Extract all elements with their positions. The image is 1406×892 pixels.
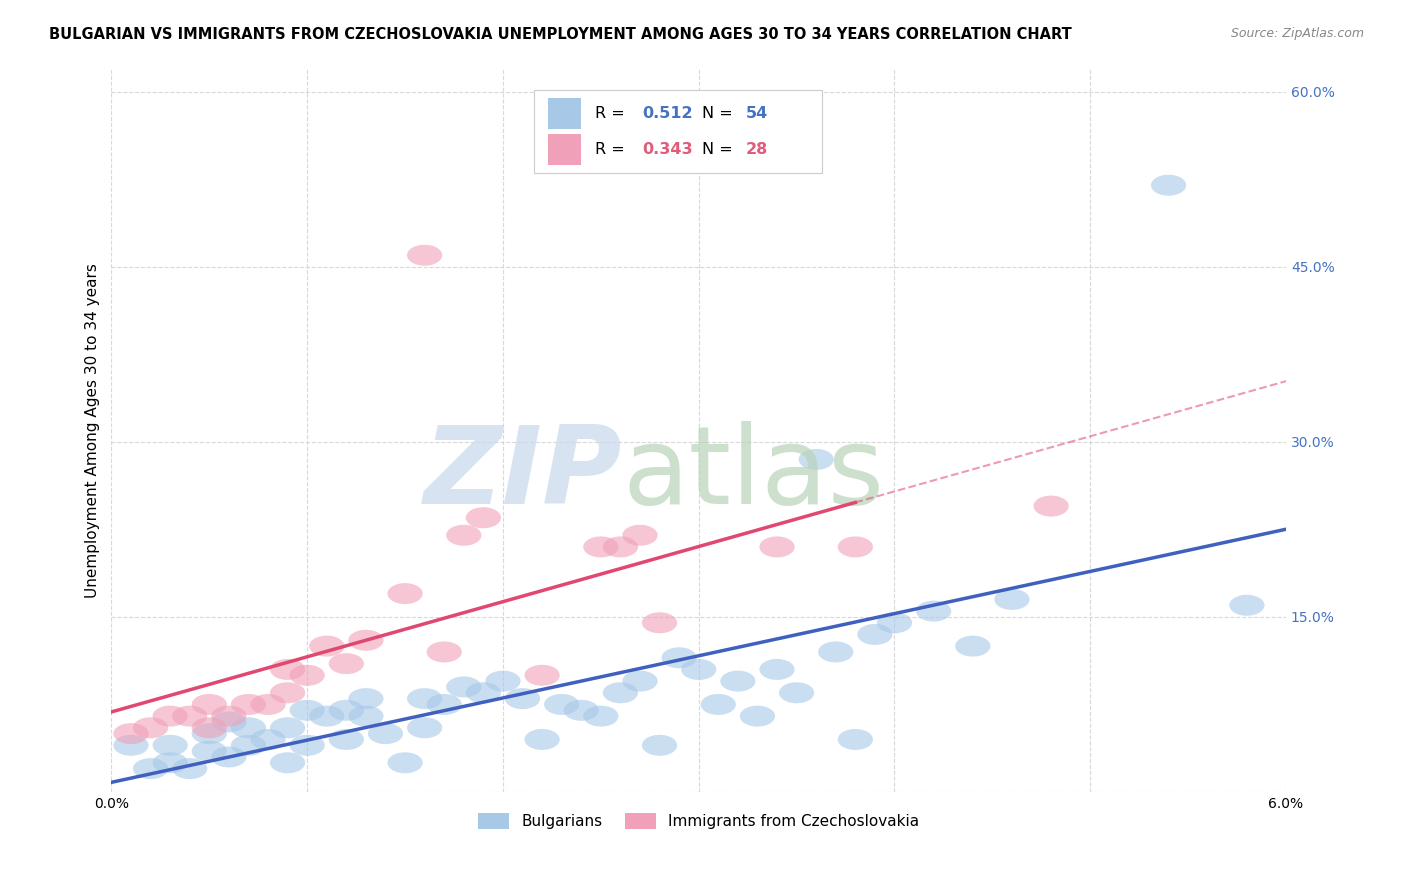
Ellipse shape	[643, 735, 678, 756]
Ellipse shape	[623, 524, 658, 546]
Ellipse shape	[368, 723, 404, 744]
Ellipse shape	[152, 706, 188, 727]
Ellipse shape	[818, 641, 853, 663]
Ellipse shape	[858, 624, 893, 645]
Ellipse shape	[134, 758, 169, 779]
Ellipse shape	[231, 735, 266, 756]
Ellipse shape	[524, 665, 560, 686]
Text: 0.343: 0.343	[643, 142, 693, 157]
Ellipse shape	[544, 694, 579, 715]
Ellipse shape	[406, 717, 443, 739]
Ellipse shape	[994, 589, 1029, 610]
Legend: Bulgarians, Immigrants from Czechoslovakia: Bulgarians, Immigrants from Czechoslovak…	[472, 806, 925, 835]
Ellipse shape	[388, 752, 423, 773]
Text: atlas: atlas	[623, 421, 884, 526]
Ellipse shape	[349, 688, 384, 709]
Y-axis label: Unemployment Among Ages 30 to 34 years: Unemployment Among Ages 30 to 34 years	[86, 263, 100, 598]
Ellipse shape	[250, 729, 285, 750]
Ellipse shape	[211, 747, 246, 767]
Ellipse shape	[779, 682, 814, 703]
Ellipse shape	[191, 740, 226, 762]
Ellipse shape	[623, 671, 658, 691]
Ellipse shape	[446, 676, 481, 698]
Text: 54: 54	[745, 106, 768, 121]
Ellipse shape	[250, 694, 285, 715]
Ellipse shape	[329, 700, 364, 721]
Ellipse shape	[152, 735, 188, 756]
FancyBboxPatch shape	[548, 135, 581, 165]
Ellipse shape	[465, 682, 501, 703]
Ellipse shape	[211, 706, 246, 727]
Ellipse shape	[329, 729, 364, 750]
Ellipse shape	[877, 612, 912, 633]
Ellipse shape	[1033, 496, 1069, 516]
Ellipse shape	[465, 508, 501, 528]
Ellipse shape	[583, 536, 619, 558]
Ellipse shape	[309, 706, 344, 727]
Ellipse shape	[759, 536, 794, 558]
Ellipse shape	[290, 665, 325, 686]
Text: 28: 28	[745, 142, 768, 157]
Ellipse shape	[114, 723, 149, 744]
Text: N =: N =	[702, 142, 738, 157]
Ellipse shape	[270, 659, 305, 680]
Ellipse shape	[270, 752, 305, 773]
Text: Source: ZipAtlas.com: Source: ZipAtlas.com	[1230, 27, 1364, 40]
Ellipse shape	[329, 653, 364, 674]
Ellipse shape	[485, 671, 520, 691]
Ellipse shape	[955, 636, 990, 657]
Ellipse shape	[349, 630, 384, 651]
Ellipse shape	[1152, 175, 1187, 195]
Ellipse shape	[603, 536, 638, 558]
Ellipse shape	[191, 717, 226, 739]
Ellipse shape	[700, 694, 735, 715]
Ellipse shape	[152, 752, 188, 773]
Text: BULGARIAN VS IMMIGRANTS FROM CZECHOSLOVAKIA UNEMPLOYMENT AMONG AGES 30 TO 34 YEA: BULGARIAN VS IMMIGRANTS FROM CZECHOSLOVA…	[49, 27, 1071, 42]
Ellipse shape	[231, 694, 266, 715]
Ellipse shape	[231, 717, 266, 739]
Ellipse shape	[134, 717, 169, 739]
Ellipse shape	[1229, 595, 1264, 615]
Ellipse shape	[838, 536, 873, 558]
Ellipse shape	[917, 600, 952, 622]
Ellipse shape	[211, 712, 246, 732]
Ellipse shape	[740, 706, 775, 727]
Ellipse shape	[838, 729, 873, 750]
Text: N =: N =	[702, 106, 738, 121]
FancyBboxPatch shape	[534, 90, 823, 173]
Ellipse shape	[661, 648, 697, 668]
Ellipse shape	[505, 688, 540, 709]
Text: R =: R =	[595, 106, 630, 121]
Ellipse shape	[524, 729, 560, 750]
Ellipse shape	[681, 659, 716, 680]
FancyBboxPatch shape	[548, 98, 581, 128]
Ellipse shape	[446, 524, 481, 546]
Ellipse shape	[643, 612, 678, 633]
Ellipse shape	[720, 671, 755, 691]
Ellipse shape	[799, 449, 834, 470]
Ellipse shape	[270, 717, 305, 739]
Text: R =: R =	[595, 142, 630, 157]
Ellipse shape	[564, 700, 599, 721]
Ellipse shape	[114, 735, 149, 756]
Ellipse shape	[759, 659, 794, 680]
Ellipse shape	[270, 682, 305, 703]
Ellipse shape	[406, 688, 443, 709]
Ellipse shape	[191, 694, 226, 715]
Ellipse shape	[349, 706, 384, 727]
Ellipse shape	[191, 723, 226, 744]
Text: 0.512: 0.512	[643, 106, 693, 121]
Ellipse shape	[583, 706, 619, 727]
Ellipse shape	[172, 758, 207, 779]
Text: ZIP: ZIP	[425, 421, 623, 526]
Ellipse shape	[290, 700, 325, 721]
Ellipse shape	[426, 641, 461, 663]
Ellipse shape	[309, 636, 344, 657]
Ellipse shape	[426, 694, 461, 715]
Ellipse shape	[172, 706, 207, 727]
Ellipse shape	[406, 244, 443, 266]
Ellipse shape	[388, 583, 423, 604]
Ellipse shape	[290, 735, 325, 756]
Ellipse shape	[603, 682, 638, 703]
